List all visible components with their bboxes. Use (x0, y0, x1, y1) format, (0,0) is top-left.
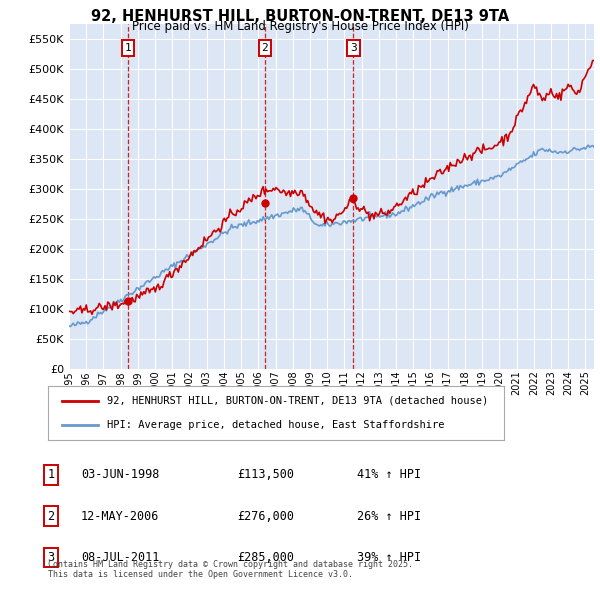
Text: 39% ↑ HPI: 39% ↑ HPI (357, 551, 421, 564)
Text: 1: 1 (47, 468, 55, 481)
Text: Price paid vs. HM Land Registry's House Price Index (HPI): Price paid vs. HM Land Registry's House … (131, 20, 469, 33)
Text: 03-JUN-1998: 03-JUN-1998 (81, 468, 160, 481)
Text: £113,500: £113,500 (237, 468, 294, 481)
Text: 2: 2 (47, 510, 55, 523)
Text: 92, HENHURST HILL, BURTON-ON-TRENT, DE13 9TA (detached house): 92, HENHURST HILL, BURTON-ON-TRENT, DE13… (107, 396, 488, 406)
Text: £276,000: £276,000 (237, 510, 294, 523)
Text: 3: 3 (47, 551, 55, 564)
Text: £285,000: £285,000 (237, 551, 294, 564)
Text: HPI: Average price, detached house, East Staffordshire: HPI: Average price, detached house, East… (107, 420, 445, 430)
Text: 08-JUL-2011: 08-JUL-2011 (81, 551, 160, 564)
Text: 1: 1 (124, 42, 131, 53)
Text: 2: 2 (262, 42, 268, 53)
Text: 26% ↑ HPI: 26% ↑ HPI (357, 510, 421, 523)
Text: 41% ↑ HPI: 41% ↑ HPI (357, 468, 421, 481)
Text: 3: 3 (350, 42, 357, 53)
Text: 92, HENHURST HILL, BURTON-ON-TRENT, DE13 9TA: 92, HENHURST HILL, BURTON-ON-TRENT, DE13… (91, 9, 509, 24)
Text: Contains HM Land Registry data © Crown copyright and database right 2025.
This d: Contains HM Land Registry data © Crown c… (48, 560, 413, 579)
Text: 12-MAY-2006: 12-MAY-2006 (81, 510, 160, 523)
